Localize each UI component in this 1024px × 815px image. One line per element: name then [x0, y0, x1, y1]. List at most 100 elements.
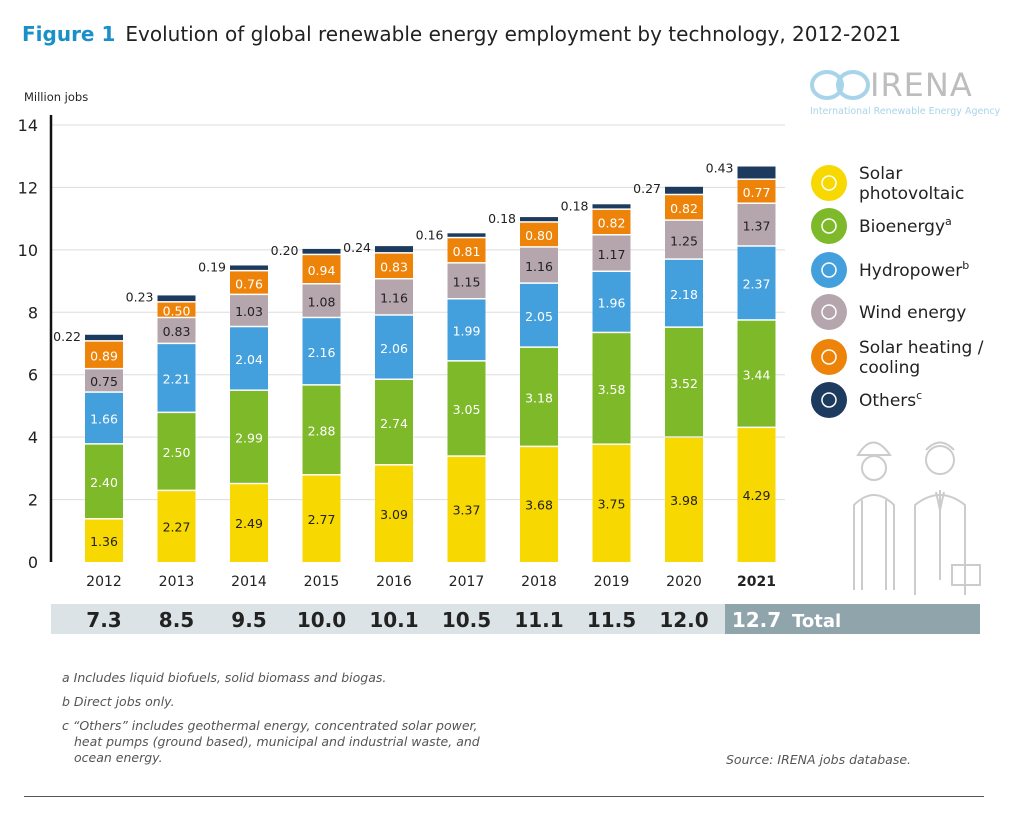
bar-segment [592, 204, 631, 209]
legend-item: Solar photovoltaic [811, 164, 964, 204]
bar-segment [85, 369, 123, 392]
data-label: 2.37 [743, 277, 771, 292]
x-tick-label: 2013 [159, 574, 195, 590]
bar-segment [447, 238, 486, 263]
data-label: 2.18 [670, 287, 698, 302]
data-label: 2.74 [380, 416, 408, 431]
total-value: 12.0 [659, 608, 708, 632]
total-value: 10.5 [442, 608, 491, 632]
data-label: 3.75 [598, 496, 626, 511]
data-label: 2.06 [380, 341, 408, 356]
bar-segment [665, 220, 703, 259]
data-label: 1.37 [743, 218, 771, 233]
bar-segment [85, 341, 123, 368]
logo-name: IRENA [870, 66, 973, 104]
logo-subtitle: International Renewable Energy Agency [810, 106, 1001, 117]
data-label: 1.16 [525, 259, 553, 274]
sun-icon [811, 339, 847, 375]
x-tick-label: 2015 [304, 574, 340, 590]
data-label: 3.68 [525, 498, 553, 513]
bar-segment [157, 344, 196, 412]
data-label: 3.98 [670, 493, 698, 508]
figure-title: Figure 1 Evolution of global renewable en… [22, 22, 901, 46]
bar-segment [157, 295, 196, 302]
bar-segment [375, 380, 413, 465]
water-drop-icon [811, 252, 847, 288]
data-label: 1.36 [90, 534, 118, 549]
data-label: 1.99 [453, 324, 481, 339]
data-label: 3.52 [670, 376, 698, 391]
data-label: 1.17 [598, 247, 626, 262]
y-tick-label: 0 [28, 553, 38, 572]
bar-segment [592, 272, 631, 332]
data-label: 0.80 [525, 228, 553, 243]
bar-segment [665, 195, 703, 220]
bar-segment [375, 253, 413, 279]
data-label: 2.77 [308, 512, 336, 527]
legend-glyph [821, 218, 837, 234]
data-label: 0.24 [343, 240, 371, 255]
data-label: 2.04 [235, 352, 263, 367]
source-note: Source: IRENA jobs database. [726, 752, 912, 767]
bar-segment [737, 203, 776, 246]
data-label: 0.82 [598, 216, 626, 231]
bar-segment [85, 519, 123, 562]
bar-segment [447, 233, 486, 237]
y-tick-label: 12 [18, 178, 38, 197]
data-label: 3.05 [453, 402, 481, 417]
bar-segment [85, 334, 123, 341]
leaf-icon [811, 208, 847, 244]
data-label: 3.09 [380, 507, 408, 522]
bar-segment [302, 248, 341, 254]
data-label: 3.44 [743, 367, 771, 382]
x-tick-label: 2021 [737, 574, 776, 590]
legend-label: Solar photovoltaic [859, 164, 964, 204]
bar-segment [592, 235, 631, 271]
bar-segment [230, 390, 268, 483]
data-label: 0.83 [163, 324, 191, 339]
bar-segment [447, 299, 486, 361]
total-value: 10.1 [369, 608, 418, 632]
bar-segment [375, 246, 413, 253]
bar-segment [85, 392, 123, 444]
x-tick-label: 2020 [666, 574, 702, 590]
legend-item: Othersc [811, 382, 922, 418]
x-tick-label: 2019 [594, 574, 630, 590]
footnote-c: c “Others” includes geothermal energy, c… [62, 718, 478, 733]
data-label: 0.77 [743, 185, 771, 200]
bar-segment [375, 315, 413, 379]
figure-label: Figure 1 [22, 22, 116, 46]
y-tick-label: 10 [18, 241, 38, 260]
total-value: 12.7 [732, 608, 781, 632]
data-label: 0.18 [488, 211, 516, 226]
bar-segment [592, 333, 631, 444]
data-label: 2.27 [163, 520, 191, 535]
y-tick-label: 8 [28, 303, 38, 322]
legend-glyph [821, 392, 837, 408]
data-label: 0.16 [416, 227, 444, 242]
bar-segment [665, 259, 703, 327]
total-value: 8.5 [159, 608, 194, 632]
bar-segment [520, 217, 558, 222]
data-label: 2.49 [235, 516, 263, 531]
bar-segment [375, 465, 413, 562]
data-label: 2.50 [163, 445, 191, 460]
x-tick-label: 2012 [86, 574, 122, 590]
y-tick-label: 4 [28, 428, 38, 447]
sun-icon [811, 165, 847, 201]
x-tick-label: 2018 [521, 574, 557, 590]
data-label: 4.29 [743, 488, 771, 503]
data-label: 0.19 [198, 259, 226, 274]
workers-icon [853, 441, 981, 595]
bar-segment [157, 318, 196, 343]
totals-band [51, 604, 725, 634]
data-label: 0.18 [561, 198, 589, 213]
data-label: 1.25 [670, 233, 698, 248]
total-value: 11.1 [514, 608, 563, 632]
bar-segment [447, 263, 486, 298]
total-label: Total [792, 611, 841, 632]
data-label: 3.58 [598, 382, 626, 397]
bar-segment [520, 447, 558, 562]
data-label: 0.23 [126, 289, 154, 304]
